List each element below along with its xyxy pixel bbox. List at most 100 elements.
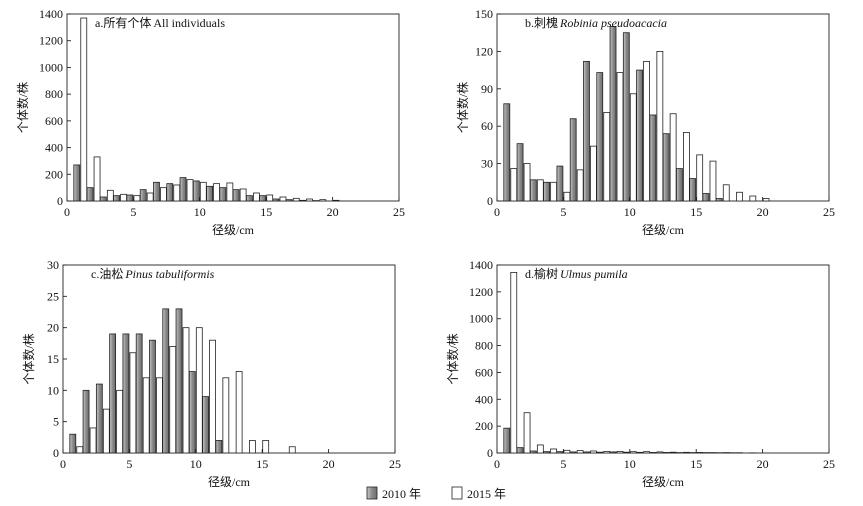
bar-2010 [272, 198, 280, 202]
bar-2015 [332, 199, 340, 202]
y-tick-label: 0 [487, 446, 493, 460]
x-tick-label: 25 [389, 457, 401, 471]
panel-title-latin: Pinus tabuliformis [124, 267, 214, 281]
bar-2010 [569, 451, 577, 454]
bar-2015 [696, 154, 704, 202]
bar-2010 [215, 440, 223, 454]
bar-2010 [166, 183, 174, 202]
bar-2015 [80, 17, 88, 202]
legend-swatch-2015 [451, 486, 463, 500]
bar-2015 [226, 182, 234, 202]
y-axis-label: 个体数/株 [15, 82, 30, 133]
bar-2015 [279, 196, 287, 202]
bar-2015 [213, 183, 220, 202]
bar-2010 [543, 181, 551, 202]
y-axis-label: 个体数/株 [21, 333, 36, 384]
bar-2010 [192, 180, 200, 202]
bar-2010 [556, 451, 564, 454]
bar-2010 [139, 189, 147, 202]
bar-2010 [676, 168, 683, 202]
y-tick-label: 30 [47, 258, 59, 272]
bar-2010 [135, 333, 143, 454]
x-tick-label: 0 [60, 457, 66, 471]
bar-2015 [550, 181, 557, 202]
y-tick-label: 25 [47, 289, 59, 303]
bar-2015 [195, 327, 203, 454]
y-tick-label: 1400 [469, 258, 493, 272]
bar-2015 [629, 451, 637, 454]
bar-2010 [596, 451, 604, 454]
bar-2015 [129, 352, 137, 454]
y-tick-label: 600 [45, 114, 63, 128]
x-tick-label: 25 [823, 205, 835, 219]
bar-2010 [689, 178, 697, 202]
bar-2010 [662, 133, 670, 202]
bar-2010 [636, 451, 643, 454]
bar-2010 [162, 308, 170, 454]
panel-title-latin: Ulmus pumila [560, 267, 628, 281]
bar-2010 [529, 450, 537, 454]
bar-2015 [629, 93, 637, 202]
bar-2015 [709, 160, 717, 202]
bar-2015 [736, 191, 743, 202]
x-axis-label: 径级/cm [642, 223, 685, 237]
bar-2010 [122, 333, 130, 454]
bar-2015 [89, 427, 97, 454]
bar-2010 [583, 451, 590, 454]
y-axis-label: 个体数/株 [445, 333, 460, 384]
bar-2010 [153, 181, 160, 202]
x-tick-label: 15 [690, 457, 702, 471]
bar-2015 [249, 440, 256, 454]
x-tick-label: 15 [256, 457, 268, 471]
y-tick-label: 1200 [469, 285, 493, 299]
bar-2015 [120, 193, 127, 202]
y-tick-label: 400 [45, 141, 63, 155]
bar-2015 [156, 377, 163, 454]
bar-2010 [503, 427, 511, 454]
bar-2015 [523, 163, 531, 202]
bar-2015 [199, 181, 207, 202]
bar-2015 [222, 377, 230, 454]
bar-2010 [126, 194, 134, 202]
bar-2015 [93, 156, 101, 202]
bar-2010 [662, 452, 670, 454]
plot-frame [66, 13, 400, 202]
bar-2010 [175, 308, 183, 454]
y-tick-label: 200 [475, 419, 493, 433]
bar-2010 [86, 187, 94, 202]
y-tick-label: 1200 [39, 34, 63, 48]
bar-2015 [696, 452, 704, 454]
bar-2015 [253, 192, 260, 202]
y-tick-label: 1000 [39, 60, 63, 74]
bar-2015 [510, 271, 518, 454]
y-tick-label: 10 [47, 383, 59, 397]
bar-2015 [510, 168, 518, 202]
bar-2010 [622, 32, 630, 202]
bar-2010 [569, 118, 577, 202]
bar-2010 [583, 60, 590, 202]
bar-2015 [722, 184, 730, 202]
y-tick-label: 120 [475, 44, 493, 58]
bar-2015 [590, 145, 597, 202]
y-tick-label: 5 [53, 415, 59, 429]
legend-label-2010: 2010 年 [382, 487, 421, 501]
x-axis-label: 径级/cm [208, 475, 251, 489]
bar-2015 [536, 444, 544, 454]
bar-2015 [603, 112, 611, 202]
bar-2010 [82, 389, 90, 454]
x-tick-label: 0 [64, 205, 70, 219]
bar-2015 [643, 60, 650, 202]
bar-2015 [292, 197, 300, 202]
y-tick-label: 0 [487, 194, 493, 208]
bar-2015 [669, 113, 677, 202]
x-axis-label: 径级/cm [642, 475, 685, 489]
bar-2015 [656, 451, 664, 454]
x-tick-label: 20 [757, 205, 769, 219]
bar-2015 [116, 389, 123, 454]
y-tick-label: 400 [475, 392, 493, 406]
bar-2010 [95, 383, 103, 454]
bar-2015 [669, 451, 677, 454]
legend-swatch-2010 [366, 486, 378, 500]
panel-b: 0 30 60 90 120 150 0 5 10 15 20 25 b.刺槐 Robinia pseud… [455, 7, 835, 237]
x-tick-label: 0 [494, 205, 500, 219]
